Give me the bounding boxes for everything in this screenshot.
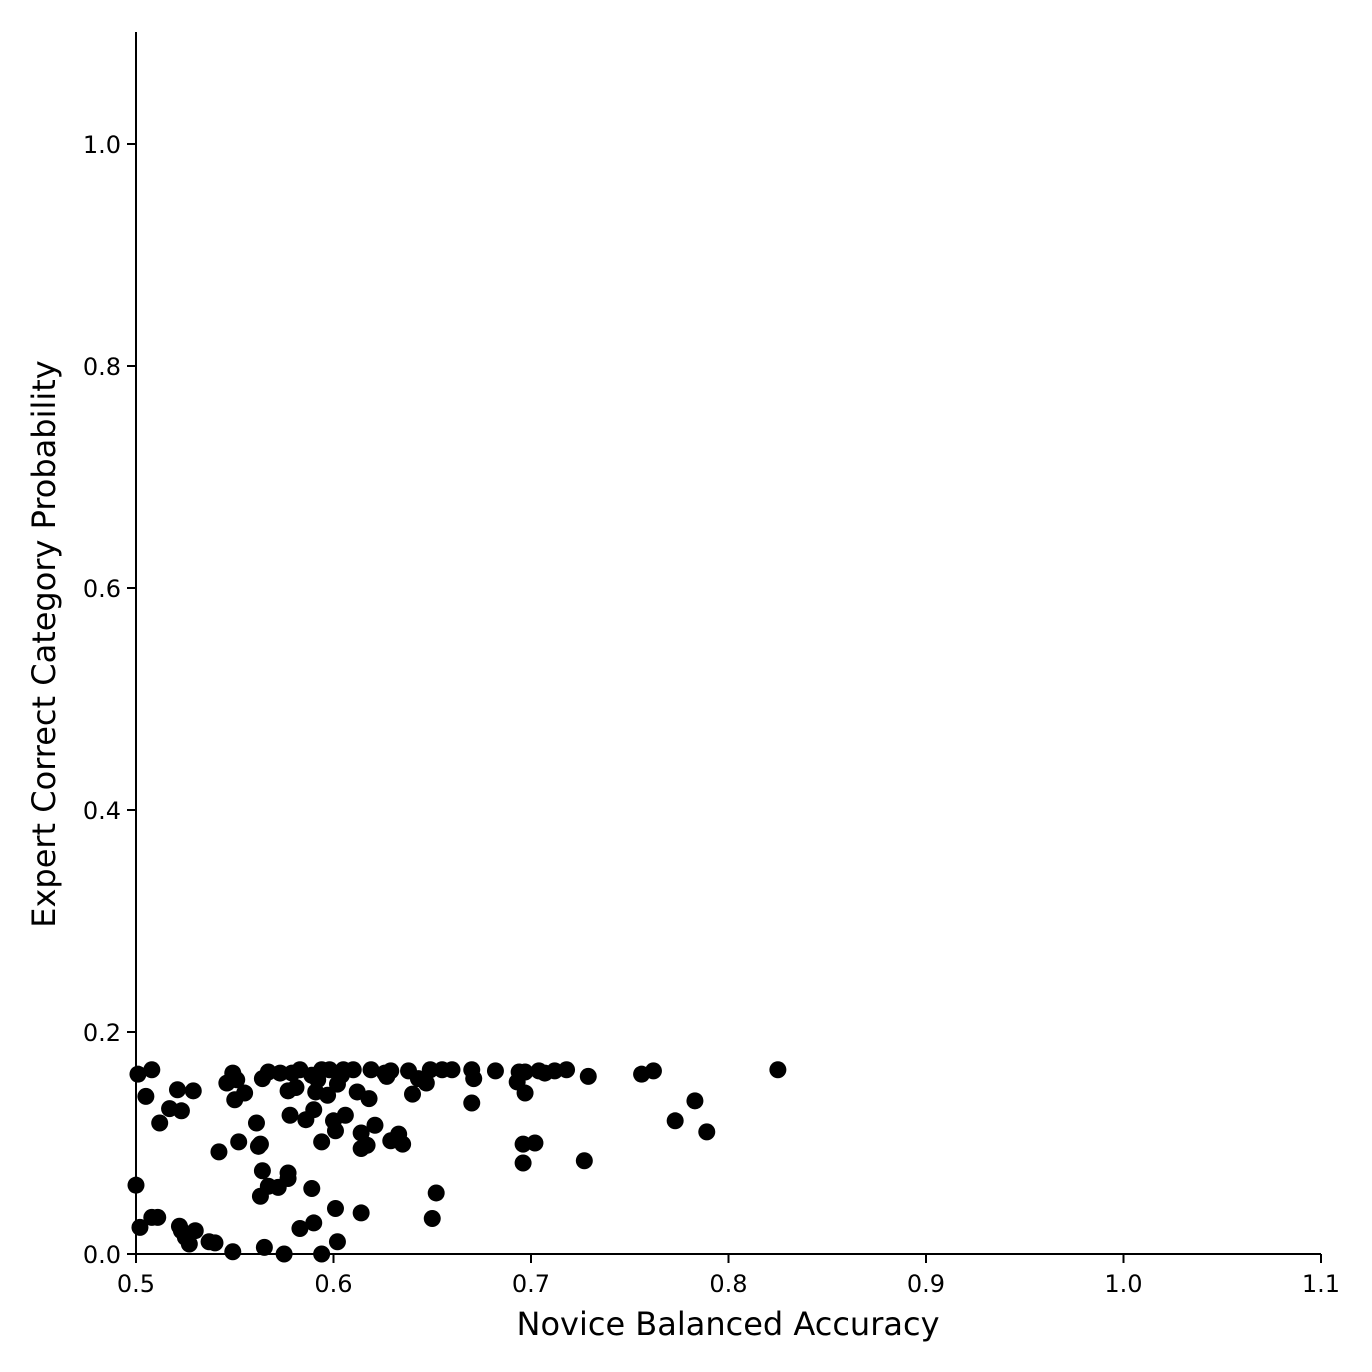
data-point bbox=[180, 1235, 198, 1253]
data-point bbox=[686, 1092, 704, 1110]
x-ticks: 0.5 0.6 0.7 0.8 0.9 1.0 1.1 bbox=[117, 1254, 1340, 1298]
data-point bbox=[255, 1238, 273, 1256]
data-point bbox=[143, 1061, 161, 1079]
data-point bbox=[251, 1135, 269, 1153]
x-tick-label: 0.5 bbox=[117, 1270, 155, 1298]
data-point bbox=[305, 1214, 323, 1232]
x-tick-label: 1.1 bbox=[1302, 1270, 1340, 1298]
data-point bbox=[326, 1199, 344, 1217]
data-point bbox=[253, 1162, 271, 1180]
data-point bbox=[465, 1070, 483, 1088]
data-point bbox=[281, 1106, 299, 1124]
data-point bbox=[579, 1067, 597, 1085]
points-layer bbox=[127, 1061, 787, 1263]
data-point bbox=[149, 1208, 167, 1226]
data-point bbox=[514, 1154, 532, 1172]
data-point bbox=[287, 1079, 305, 1096]
data-point bbox=[382, 1062, 400, 1080]
data-point bbox=[305, 1101, 323, 1119]
data-point bbox=[423, 1209, 441, 1227]
y-tick-label: 1.0 bbox=[83, 131, 121, 159]
x-tick-label: 0.8 bbox=[709, 1270, 747, 1298]
data-point bbox=[352, 1204, 370, 1222]
data-point bbox=[666, 1112, 684, 1130]
data-point bbox=[313, 1133, 331, 1151]
data-point bbox=[394, 1135, 412, 1153]
data-point bbox=[358, 1136, 376, 1154]
data-point bbox=[168, 1081, 186, 1099]
data-point bbox=[210, 1143, 228, 1161]
data-point bbox=[186, 1222, 204, 1240]
data-point bbox=[421, 1061, 439, 1079]
data-point bbox=[362, 1061, 380, 1079]
y-tick-label: 0.2 bbox=[83, 1019, 121, 1047]
data-point bbox=[151, 1114, 169, 1132]
data-point bbox=[404, 1085, 421, 1103]
x-tick-label: 0.6 bbox=[314, 1270, 352, 1298]
data-point bbox=[558, 1061, 576, 1079]
data-point bbox=[516, 1084, 534, 1102]
data-point bbox=[644, 1062, 662, 1080]
data-point bbox=[230, 1133, 248, 1151]
data-point bbox=[344, 1061, 362, 1079]
data-point bbox=[526, 1134, 544, 1152]
y-tick-label: 0.4 bbox=[83, 797, 121, 825]
data-point bbox=[137, 1087, 155, 1105]
data-point bbox=[291, 1219, 309, 1237]
x-tick-label: 0.9 bbox=[907, 1270, 945, 1298]
data-point bbox=[206, 1234, 224, 1252]
data-point bbox=[360, 1090, 378, 1108]
data-point bbox=[172, 1102, 190, 1120]
data-point bbox=[336, 1106, 354, 1124]
data-point bbox=[303, 1180, 321, 1198]
data-point bbox=[271, 1064, 289, 1082]
x-axis-title: Novice Balanced Accuracy bbox=[517, 1305, 940, 1343]
data-point bbox=[319, 1086, 337, 1104]
y-tick-label: 0.6 bbox=[83, 575, 121, 603]
data-point bbox=[575, 1152, 593, 1170]
x-tick-label: 0.7 bbox=[512, 1270, 550, 1298]
x-tick-label: 1.0 bbox=[1104, 1270, 1142, 1298]
data-point bbox=[328, 1233, 346, 1251]
data-point bbox=[427, 1184, 445, 1202]
y-tick-label: 0.8 bbox=[83, 353, 121, 381]
data-point bbox=[463, 1094, 481, 1112]
y-tick-label: 0.0 bbox=[83, 1241, 121, 1269]
y-axis-title: Expert Correct Category Probability bbox=[25, 360, 63, 928]
data-point bbox=[443, 1061, 461, 1079]
data-point bbox=[698, 1123, 716, 1141]
data-point bbox=[486, 1062, 504, 1080]
data-point bbox=[366, 1116, 384, 1134]
data-point bbox=[236, 1084, 254, 1102]
data-point bbox=[228, 1071, 246, 1089]
data-point bbox=[516, 1063, 534, 1081]
y-ticks: 0.0 0.2 0.4 0.6 0.8 1.0 bbox=[83, 131, 136, 1269]
data-point bbox=[247, 1114, 265, 1132]
data-point bbox=[279, 1164, 297, 1182]
data-point bbox=[417, 1074, 435, 1092]
data-point bbox=[769, 1061, 787, 1079]
data-point bbox=[224, 1243, 242, 1261]
data-point bbox=[129, 1065, 147, 1083]
data-point bbox=[326, 1122, 344, 1140]
data-point bbox=[184, 1082, 202, 1100]
